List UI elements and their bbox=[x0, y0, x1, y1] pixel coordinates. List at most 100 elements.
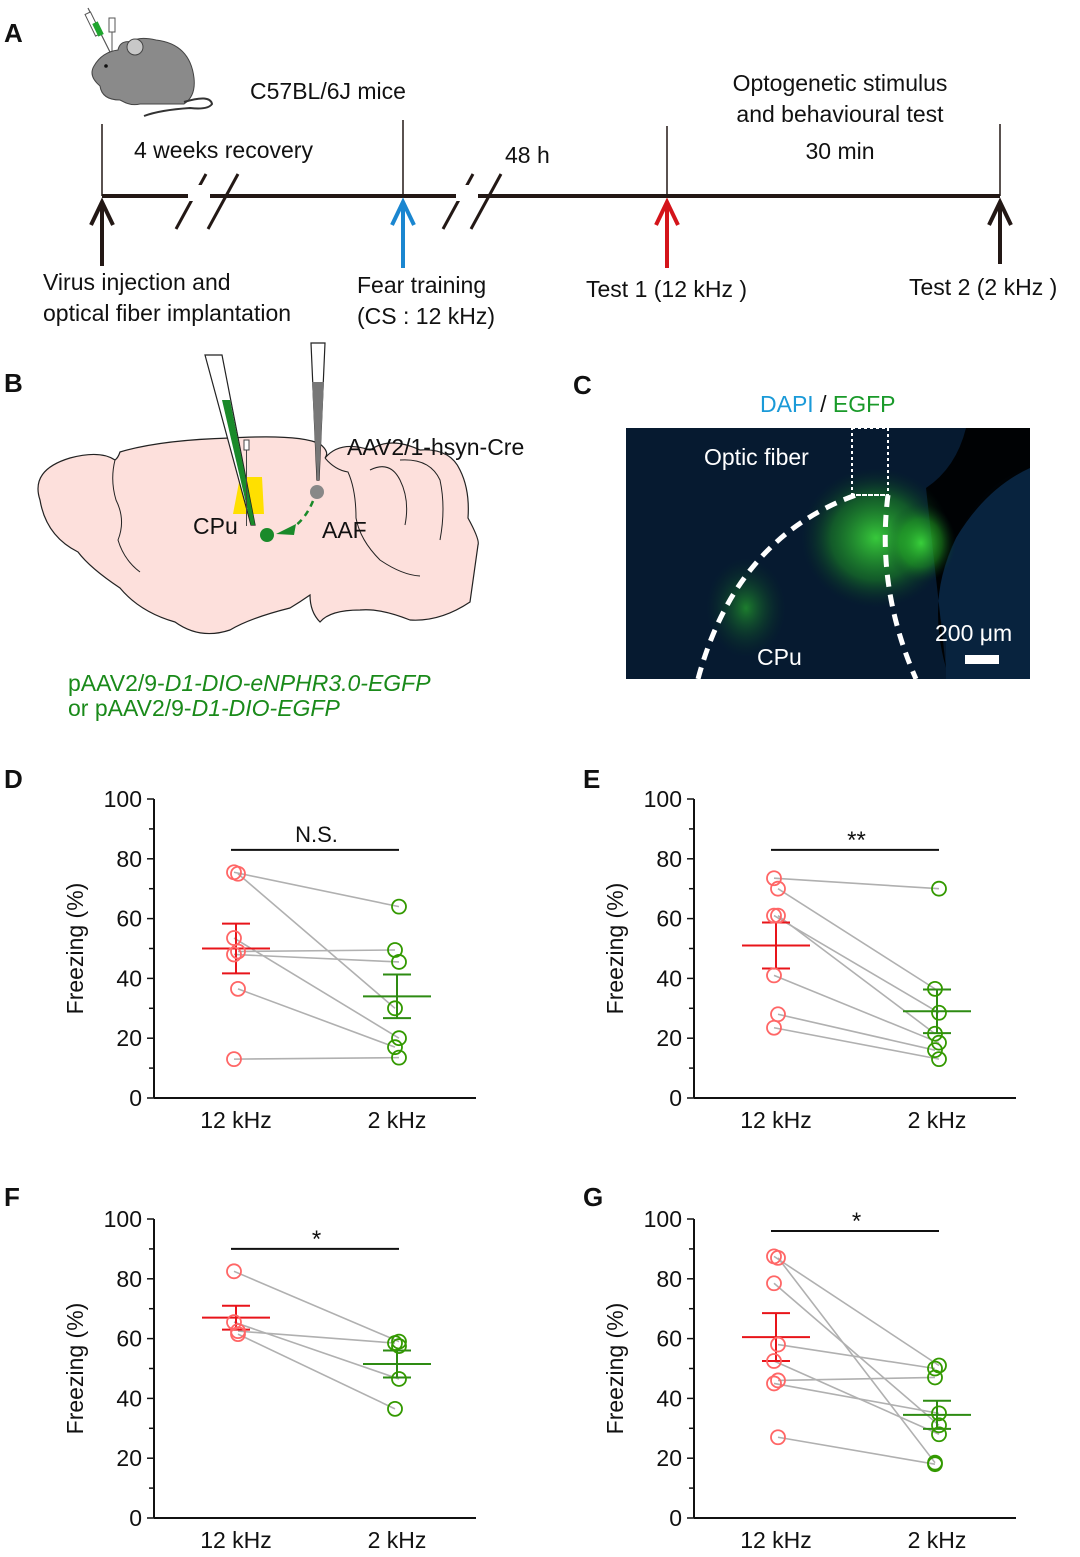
data-point-2khz bbox=[391, 954, 407, 970]
significance-label: * bbox=[312, 1226, 321, 1253]
y-tick-label: 100 bbox=[644, 1206, 682, 1232]
stain-legend: DAPI / EGFP bbox=[760, 391, 895, 418]
panel-label-g: G bbox=[583, 1182, 604, 1212]
scale-bar-label: 200 μm bbox=[935, 620, 1013, 646]
data-point-12khz bbox=[770, 1429, 786, 1446]
y-tick-label: 20 bbox=[116, 1445, 142, 1471]
stain-separator: / bbox=[813, 391, 833, 417]
pair-line bbox=[233, 953, 400, 963]
event-label-line1: Virus injection and bbox=[43, 269, 231, 295]
stim-title-line2: and behavioural test bbox=[736, 101, 944, 127]
region-aaf-label: AAF bbox=[322, 517, 367, 543]
pair-line bbox=[777, 1436, 936, 1465]
y-tick-label: 0 bbox=[669, 1085, 682, 1111]
optic-fiber-icon bbox=[243, 439, 250, 526]
panel-label-d: D bbox=[4, 764, 23, 794]
strain-label: C57BL/6J mice bbox=[250, 78, 406, 104]
significance-label: N.S. bbox=[295, 822, 338, 847]
data-point-12khz bbox=[230, 865, 246, 882]
region-cpu-label: CPu bbox=[193, 513, 238, 539]
data-point-2khz bbox=[387, 1000, 403, 1017]
syringe-icon bbox=[84, 7, 113, 57]
data-point-2khz bbox=[927, 1456, 943, 1473]
vector-line-1: pAAV2/9-D1-DIO-eNPHR3.0-EGFP bbox=[68, 670, 431, 697]
panel-label-f: F bbox=[4, 1182, 20, 1212]
pair-line bbox=[237, 1330, 396, 1344]
y-tick-label: 20 bbox=[656, 1445, 682, 1471]
y-tick-label: 40 bbox=[656, 1385, 682, 1411]
chart-d: 0 20 40 60 80 100 12 kHz 2 kHz Freezing (%) N.S. bbox=[62, 786, 476, 1133]
arrow-up-icon bbox=[89, 197, 115, 266]
pipette-gray-icon bbox=[310, 342, 326, 481]
data-point-12khz bbox=[766, 1019, 782, 1036]
y-tick-label: 60 bbox=[116, 1326, 142, 1352]
x-tick-label: 12 kHz bbox=[200, 1107, 272, 1133]
y-tick-label: 60 bbox=[656, 1326, 682, 1352]
chart-g: 0 20 40 60 80 100 12 kHz 2 kHz Freezing (%) * bbox=[602, 1206, 1016, 1553]
event-fear-training: Fear training (CS : 12 kHz) bbox=[357, 270, 495, 332]
data-point-12khz bbox=[766, 1275, 782, 1292]
y-tick-label: 100 bbox=[644, 786, 682, 812]
mouse-illustration bbox=[84, 7, 214, 117]
data-point-2khz bbox=[931, 1034, 947, 1051]
data-point-12khz bbox=[770, 880, 786, 897]
arrowhead-icon bbox=[276, 524, 296, 535]
panel-label-a: A bbox=[4, 18, 23, 48]
pair-line bbox=[233, 937, 400, 1039]
event-label-line2: optical fiber implantation bbox=[43, 300, 292, 326]
data-point-2khz bbox=[391, 898, 407, 915]
event-test-2: Test 2 (2 kHz ) bbox=[909, 274, 1058, 300]
projection-path bbox=[291, 500, 315, 530]
pair-line bbox=[773, 974, 940, 1044]
data-point-2khz bbox=[927, 1369, 943, 1386]
pair-line bbox=[777, 888, 936, 990]
timeline bbox=[89, 120, 1013, 268]
fiber-label: Optic fiber bbox=[704, 444, 809, 470]
y-axis-label: Freezing (%) bbox=[602, 1303, 628, 1435]
vector-line-2: or pAAV2/9-D1-DIO-EGFP bbox=[68, 695, 340, 722]
data-point-12khz bbox=[230, 980, 246, 997]
data-point-12khz bbox=[766, 870, 782, 887]
data-point-2khz bbox=[927, 1360, 943, 1377]
data-point-12khz bbox=[230, 943, 246, 960]
data-point-2khz bbox=[931, 1051, 947, 1068]
break-mark bbox=[469, 173, 503, 230]
y-axis-label: Freezing (%) bbox=[602, 883, 628, 1015]
pair-line bbox=[777, 1013, 936, 1051]
pair-line bbox=[237, 988, 396, 1048]
arrow-up-icon bbox=[987, 197, 1013, 264]
data-point-12khz bbox=[766, 907, 782, 924]
y-tick-label: 0 bbox=[129, 1505, 142, 1531]
panel-label-e: E bbox=[583, 764, 601, 794]
brain-schematic bbox=[37, 342, 479, 635]
pair-line bbox=[773, 914, 940, 1014]
break-mark bbox=[441, 173, 475, 230]
stain-dapi: DAPI bbox=[760, 391, 814, 417]
aaf-injection-site bbox=[310, 485, 324, 499]
pair-line bbox=[237, 949, 396, 953]
data-point-2khz bbox=[927, 1042, 943, 1059]
data-point-12khz bbox=[766, 1375, 782, 1392]
pair-line bbox=[233, 871, 400, 908]
data-point-12khz bbox=[226, 1263, 242, 1280]
y-axis-label: Freezing (%) bbox=[62, 883, 88, 1015]
y-tick-label: 100 bbox=[104, 1206, 142, 1232]
stim-title: Optogenetic stimulus and behavioural tes… bbox=[710, 68, 970, 167]
data-point-12khz bbox=[770, 1372, 786, 1389]
data-point-12khz bbox=[770, 1249, 786, 1266]
x-tick-label: 12 kHz bbox=[740, 1527, 812, 1553]
micrograph: Optic fiber CPu 200 μm bbox=[626, 428, 1030, 679]
pair-line bbox=[233, 1321, 400, 1380]
y-tick-label: 80 bbox=[656, 846, 682, 872]
data-point-2khz bbox=[931, 1426, 947, 1443]
x-tick-label: 2 kHz bbox=[368, 1107, 427, 1133]
data-point-12khz bbox=[230, 1326, 246, 1343]
vector-construct: D1-DIO-eNPHR3.0-EGFP bbox=[164, 670, 431, 696]
data-point-2khz bbox=[931, 1417, 947, 1434]
y-tick-label: 80 bbox=[116, 1266, 142, 1292]
event-label-line2: (CS : 12 kHz) bbox=[357, 303, 496, 329]
chart-e: 0 20 40 60 80 100 12 kHz 2 kHz Freezing (%) ** bbox=[602, 786, 1016, 1133]
y-tick-label: 20 bbox=[656, 1025, 682, 1051]
y-tick-label: 0 bbox=[129, 1085, 142, 1111]
y-tick-label: 40 bbox=[656, 965, 682, 991]
